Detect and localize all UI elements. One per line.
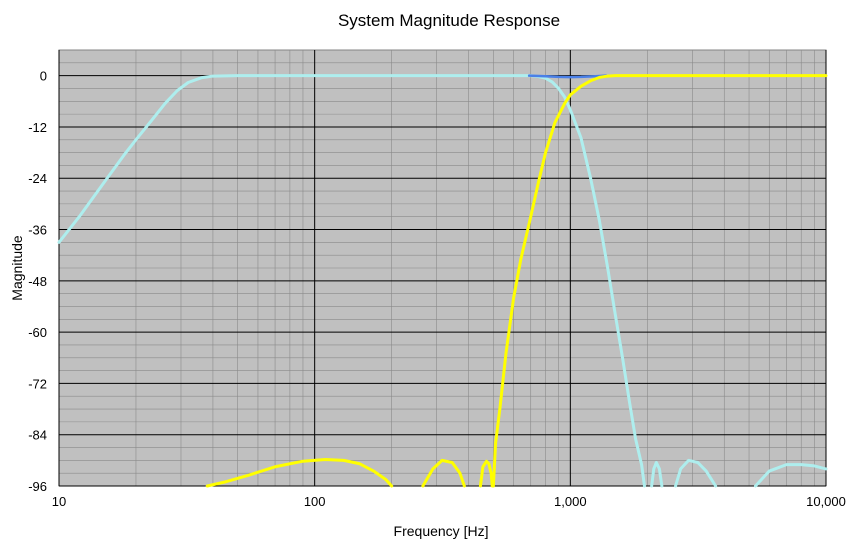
series-0-segment-1 [650, 460, 664, 488]
y-tick-label: -36 [28, 223, 47, 238]
x-tick-label: 100 [304, 494, 326, 509]
y-tick-label: -96 [28, 479, 47, 494]
y-axis-label: Magnitude [9, 235, 25, 301]
y-tick-label: -60 [28, 325, 47, 340]
x-tick-label: 10 [52, 494, 66, 509]
y-tick-label: -48 [28, 274, 47, 289]
series-0-segment-2 [674, 458, 718, 488]
x-tick-labels: 10 100 1,000 10,000 [52, 494, 846, 509]
y-tick-label: -24 [28, 171, 47, 186]
grid-lines [58, 49, 827, 487]
series-2-segment-2 [478, 459, 494, 488]
series-1-segment-0 [527, 74, 608, 79]
x-tick-label: 10,000 [806, 494, 846, 509]
series-2-segment-3 [491, 74, 828, 488]
series-layer [57, 74, 828, 488]
y-tick-label: -12 [28, 120, 47, 135]
chart-title: System Magnitude Response [338, 11, 560, 30]
x-tick-label: 1,000 [554, 494, 587, 509]
series-2-segment-0 [205, 458, 394, 488]
series-0-segment-3 [754, 463, 828, 488]
y-tick-label: 0 [40, 69, 47, 84]
x-axis-label: Frequency [Hz] [394, 523, 489, 539]
y-tick-labels: 0 -12 -24 -36 -48 -60 -72 -84 -96 [28, 69, 47, 494]
y-tick-label: -72 [28, 376, 47, 391]
y-tick-label: -84 [28, 428, 47, 443]
series-2-segment-1 [421, 458, 466, 488]
